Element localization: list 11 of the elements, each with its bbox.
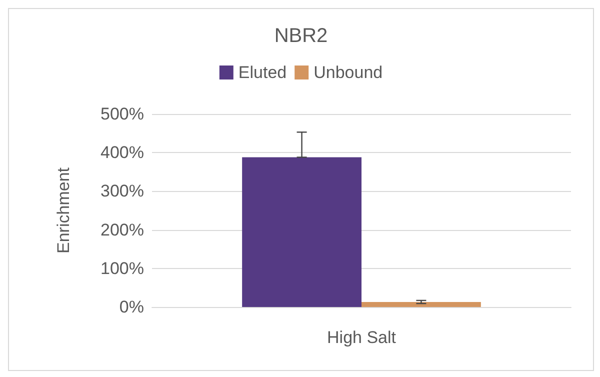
y-tick-label: 500%	[100, 104, 144, 124]
y-tick-label: 200%	[100, 220, 144, 240]
y-axis-title: Enrichment	[54, 167, 73, 254]
y-tick-label: 100%	[100, 258, 144, 278]
x-tick-label: High Salt	[327, 328, 396, 347]
y-tick-label: 0%	[119, 298, 144, 316]
y-tick-label: 300%	[100, 182, 144, 201]
chart-title: NBR2	[274, 25, 328, 47]
legend-label: Unbound	[314, 63, 383, 82]
y-tick-label: 400%	[100, 143, 144, 162]
legend-label: Eluted	[238, 63, 287, 82]
